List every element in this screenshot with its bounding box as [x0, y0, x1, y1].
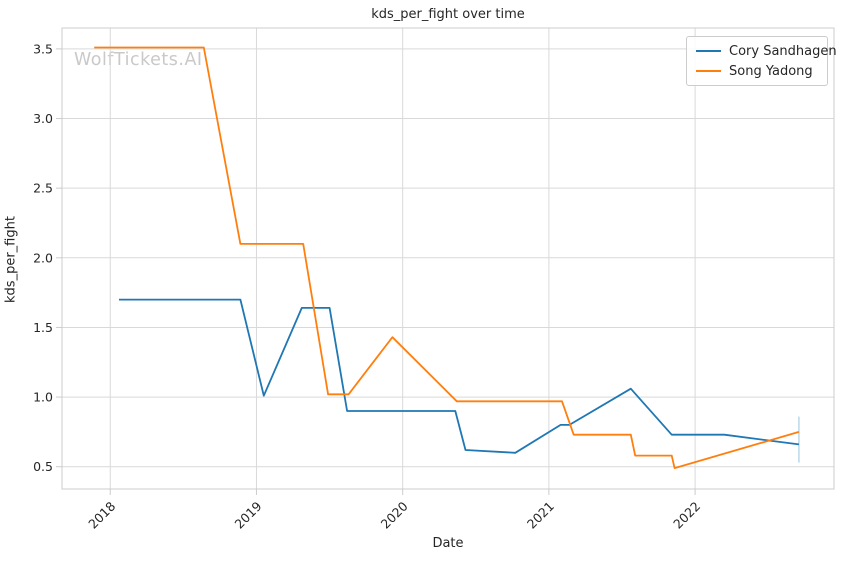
chart-title: kds_per_fight over time [371, 7, 525, 22]
watermark: WolfTickets.AI [74, 50, 203, 70]
x-tick-label: 2021 [524, 499, 557, 532]
line-swatch-icon [696, 49, 721, 53]
y-tick-label: 3.0 [33, 111, 53, 126]
legend-item-song-yadong: Song Yadong [687, 61, 827, 81]
legend-label: Song Yadong [729, 63, 813, 79]
legend-item-cory-sandhagen: Cory Sandhagen [687, 41, 837, 61]
y-tick-label: 1.0 [33, 390, 53, 405]
x-axis-label: Date [432, 536, 464, 551]
y-tick-label: 3.5 [33, 41, 53, 56]
x-tick-label: 2020 [378, 498, 411, 531]
axes-spines [61, 27, 835, 490]
y-tick-label: 1.5 [33, 320, 53, 335]
y-tick-label: 2.0 [33, 250, 53, 265]
legend: Cory Sandhagen Song Yadong [686, 36, 837, 86]
line-swatch-icon [696, 69, 721, 73]
legend-label: Cory Sandhagen [729, 43, 837, 59]
x-tick-label: 2019 [231, 498, 264, 531]
x-tick-label: 2022 [670, 499, 703, 532]
x-tick-label: 2018 [85, 498, 118, 531]
y-tick-label: 0.5 [33, 459, 53, 474]
y-tick-label: 2.5 [33, 181, 53, 196]
line-cory-sandhagen [119, 298, 800, 454]
line-song-yadong [94, 46, 800, 470]
